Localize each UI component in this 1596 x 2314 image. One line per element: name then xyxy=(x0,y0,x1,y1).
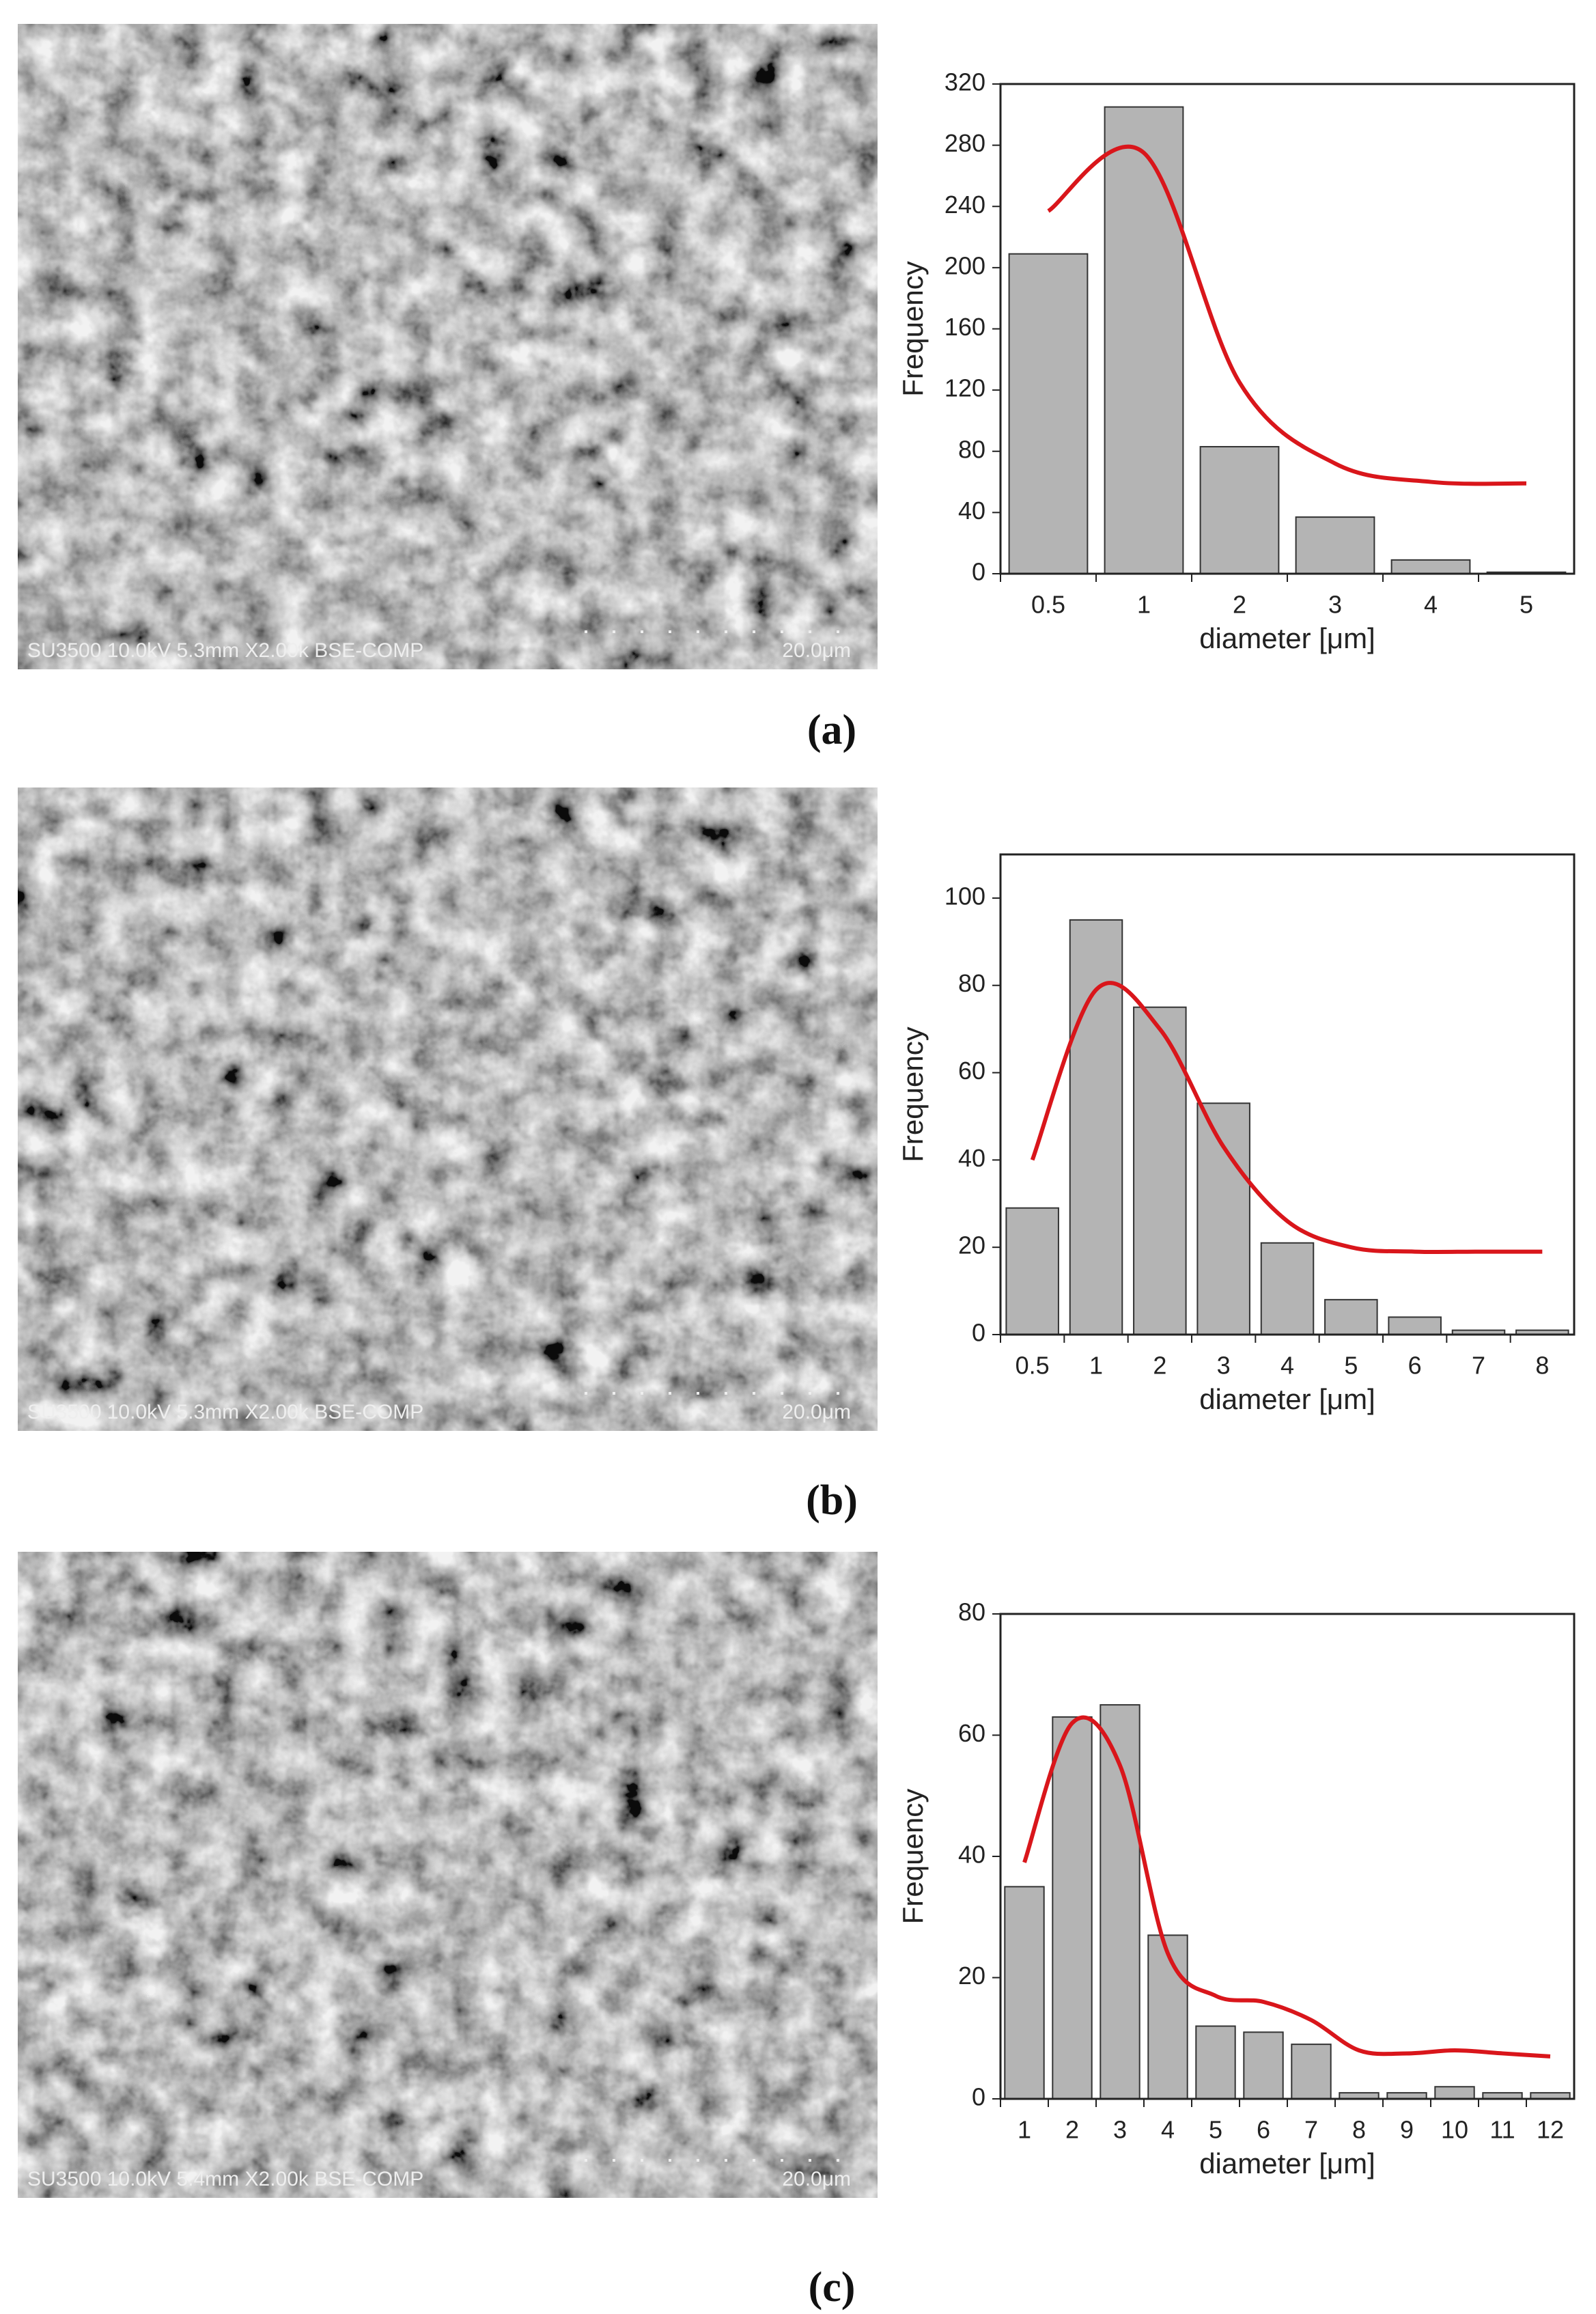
bar xyxy=(1004,1886,1045,2100)
x-tick-label: 6 xyxy=(1257,2116,1270,2144)
x-tick-label: 5 xyxy=(1520,591,1533,619)
y-tick-label: 320 xyxy=(944,68,985,96)
scale-label: 20.0μm xyxy=(782,2168,851,2190)
bar xyxy=(1195,2025,1236,2100)
y-tick-label: 200 xyxy=(944,251,985,279)
y-tick-label: 40 xyxy=(958,1841,985,1869)
bar xyxy=(1104,106,1184,574)
y-tick-label: 280 xyxy=(944,129,985,157)
x-tick-label: 2 xyxy=(1233,591,1246,619)
x-tick-label: 0.5 xyxy=(1016,1352,1050,1380)
y-axis-title: Frequency xyxy=(897,1027,929,1162)
y-tick-label: 40 xyxy=(958,1144,985,1172)
bar xyxy=(1196,1102,1250,1336)
x-axis-title: diameter [μm] xyxy=(1199,1383,1375,1415)
y-tick-label: 0 xyxy=(972,2083,985,2111)
x-tick-label: 9 xyxy=(1400,2116,1414,2144)
bar xyxy=(1133,1006,1187,1335)
x-tick-label: 5 xyxy=(1344,1352,1358,1380)
y-tick-label: 60 xyxy=(958,1057,985,1085)
image-info: SU3500 10.0kV 5.3mm X2.00k BSE-COMP xyxy=(27,1401,423,1423)
bar xyxy=(1243,2031,1284,2100)
x-tick-label: 8 xyxy=(1352,2116,1366,2144)
x-axis-title: diameter [μm] xyxy=(1199,2147,1375,2179)
panel-label: (a) xyxy=(807,707,856,753)
x-tick-label: 3 xyxy=(1328,591,1342,619)
bar xyxy=(1005,1207,1059,1336)
panel-label: (c) xyxy=(809,2264,856,2311)
y-tick-label: 80 xyxy=(958,969,985,997)
x-tick-label: 8 xyxy=(1535,1352,1549,1380)
y-tick-label: 120 xyxy=(944,374,985,402)
x-tick-label: 10 xyxy=(1441,2116,1468,2144)
bar xyxy=(1260,1242,1315,1335)
x-tick-label: 7 xyxy=(1472,1352,1485,1380)
plot-frame xyxy=(999,1613,1576,2100)
bar xyxy=(1295,516,1375,574)
x-tick-label: 1 xyxy=(1018,2116,1031,2144)
y-tick-label: 80 xyxy=(958,1598,985,1626)
x-tick-label: 12 xyxy=(1537,2116,1564,2144)
x-tick-label: 6 xyxy=(1408,1352,1422,1380)
x-tick-label: 2 xyxy=(1153,1352,1166,1380)
x-tick-label: 3 xyxy=(1113,2116,1127,2144)
bar xyxy=(1324,1298,1378,1335)
y-tick-label: 40 xyxy=(958,497,985,525)
y-tick-label: 240 xyxy=(944,191,985,219)
sem-texture xyxy=(18,787,878,1431)
x-tick-label: 1 xyxy=(1137,591,1151,619)
y-tick-label: 0 xyxy=(972,558,985,586)
y-tick-label: 0 xyxy=(972,1319,985,1347)
y-tick-label: 160 xyxy=(944,313,985,341)
x-tick-label: 4 xyxy=(1280,1352,1294,1380)
sem-texture xyxy=(18,1552,878,2198)
y-axis-title: Frequency xyxy=(897,261,929,396)
x-tick-label: 2 xyxy=(1065,2116,1079,2144)
bar xyxy=(1434,2086,1475,2100)
x-tick-label: 7 xyxy=(1304,2116,1318,2144)
y-tick-label: 60 xyxy=(958,1719,985,1747)
x-tick-label: 3 xyxy=(1217,1352,1231,1380)
fit-curve xyxy=(1030,981,1543,1255)
scale-label: 20.0μm xyxy=(782,639,851,662)
x-tick-label: 0.5 xyxy=(1031,591,1065,619)
bar xyxy=(1390,559,1471,574)
fit-curve xyxy=(1047,144,1527,486)
x-axis-title: diameter [μm] xyxy=(1199,622,1375,654)
bar xyxy=(1008,253,1089,574)
bar xyxy=(1199,446,1280,575)
bar xyxy=(1147,1934,1188,2100)
x-tick-label: 4 xyxy=(1161,2116,1175,2144)
x-tick-label: 11 xyxy=(1489,2116,1515,2144)
scale-label: 20.0μm xyxy=(782,1401,851,1423)
bar xyxy=(1052,1716,1093,2100)
y-axis-title: Frequency xyxy=(897,1789,929,1924)
x-tick-label: 1 xyxy=(1089,1352,1103,1380)
y-tick-label: 100 xyxy=(944,882,985,910)
plot-frame xyxy=(999,853,1576,1336)
y-tick-label: 20 xyxy=(958,1231,985,1259)
y-tick-label: 20 xyxy=(958,1962,985,1990)
sem-texture xyxy=(18,24,878,669)
y-tick-label: 80 xyxy=(958,435,985,463)
image-info: SU3500 10.0kV 5.4mm X2.00k BSE-COMP xyxy=(27,2168,423,2190)
x-tick-label: 5 xyxy=(1209,2116,1222,2144)
bar xyxy=(1291,2044,1332,2100)
bar xyxy=(1388,1316,1442,1336)
image-info: SU3500 10.0kV 5.3mm X2.00k BSE-COMP xyxy=(27,639,423,662)
plot-frame xyxy=(999,83,1576,575)
x-tick-label: 4 xyxy=(1424,591,1438,619)
fit-curve xyxy=(1022,1715,1551,2059)
panel-label: (b) xyxy=(806,1477,858,1524)
